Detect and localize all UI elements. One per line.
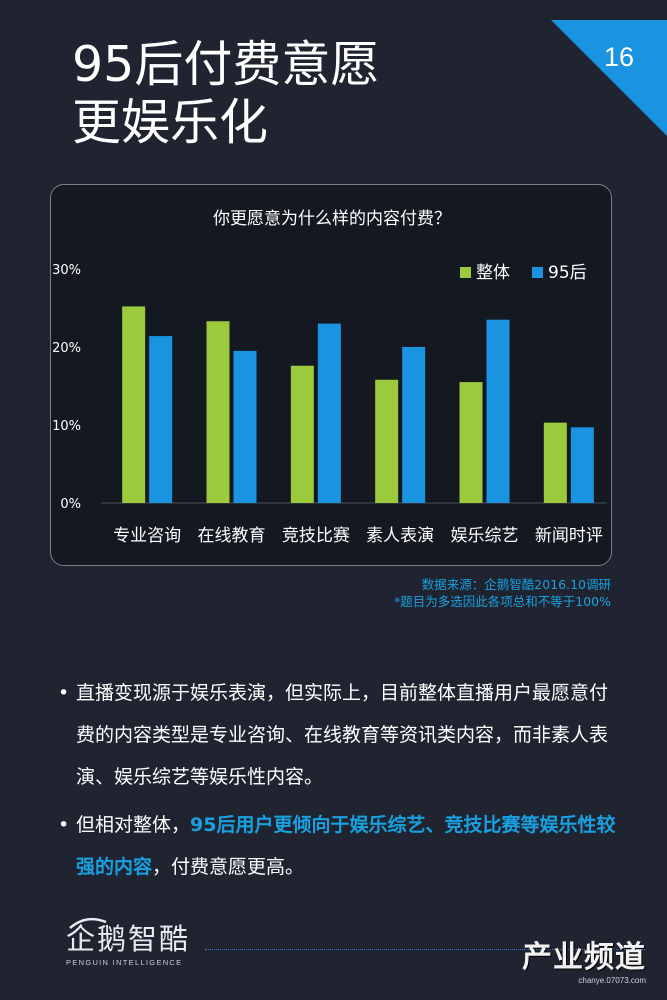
page-number: 16 <box>603 42 634 72</box>
chart-title: 你更愿意为什么样的内容付费？ <box>213 209 451 229</box>
bullet-highlight: 95后用户更倾向于娱乐综艺、竞技比赛等娱乐性较强的内容 <box>76 814 616 878</box>
bar-post95-4 <box>486 319 510 503</box>
x-tick-label: 素人表演 <box>366 526 434 546</box>
x-tick-label: 娱乐综艺 <box>451 526 519 546</box>
y-tick-label: 30% <box>52 263 81 278</box>
bar-overall-0 <box>122 306 146 503</box>
legend-label-0: 整体 <box>476 263 510 283</box>
watermark-title: 产业频道 <box>522 940 646 975</box>
bar-post95-2 <box>317 323 341 503</box>
watermark: 产业频道 chanye.07073.com <box>522 940 646 985</box>
penguin-swoosh-icon <box>69 917 107 929</box>
source-line-1: 数据来源：企鹅智酷2016.10调研 <box>421 577 611 592</box>
bar-post95-5 <box>570 427 594 503</box>
logo-subtitle: PENGUIN INTELLIGENCE <box>66 958 183 967</box>
legend-swatch-1 <box>532 267 543 278</box>
bullet-dot: • <box>58 814 70 836</box>
title-line-1: 95后付费意愿 <box>72 36 380 93</box>
corner-triangle-icon <box>551 20 667 136</box>
bullet-item-1: • 直播变现源于娱乐表演，但实际上，目前整体直播用户最愿意付费的内容类型是专业咨… <box>58 672 618 798</box>
bar-post95-0 <box>149 336 173 503</box>
watermark-url: chanye.07073.com <box>578 976 646 985</box>
bullet-suffix: ，付费意愿更高。 <box>152 856 305 878</box>
bar-overall-3 <box>375 379 399 503</box>
bar-overall-5 <box>543 422 567 503</box>
y-tick-label: 0% <box>60 497 81 512</box>
bullet-dot: • <box>58 682 70 704</box>
y-tick-label: 20% <box>52 341 81 356</box>
x-tick-label: 专业咨询 <box>113 526 181 546</box>
logo-name: 企鹅智酷 <box>66 922 191 956</box>
bar-overall-1 <box>206 321 230 503</box>
chart-panel: 你更愿意为什么样的内容付费？ 30% 20% 10% 0% 专业咨询 在线教育 竞技比赛 素人表… <box>50 184 612 566</box>
footer-divider <box>205 949 645 950</box>
bullet-item-2: • 但相对整体，95后用户更倾向于娱乐综艺、竞技比赛等娱乐性较强的内容，付费意愿… <box>58 804 618 888</box>
bar-post95-3 <box>402 347 426 503</box>
legend-swatch-0 <box>460 267 471 278</box>
brand-logo: 企鹅智酷 PENGUIN INTELLIGENCE <box>66 917 191 967</box>
legend-label-1: 95后 <box>548 263 587 283</box>
data-source-note: 数据来源：企鹅智酷2016.10调研 *题目为多选因此各项总和不等于100% <box>394 576 611 610</box>
bar-overall-2 <box>290 365 314 503</box>
bullet-prefix: 但相对整体， <box>76 814 191 836</box>
y-tick-label: 10% <box>52 419 81 434</box>
title-line-2: 更娱乐化 <box>72 94 269 151</box>
bar-chart: 你更愿意为什么样的内容付费？ 30% 20% 10% 0% 专业咨询 在线教育 竞技比赛 素人表… <box>52 209 607 546</box>
bar-post95-1 <box>233 350 257 503</box>
bar-overall-4 <box>459 382 483 503</box>
x-tick-label: 在线教育 <box>198 526 266 546</box>
source-line-2: *题目为多选因此各项总和不等于100% <box>394 594 611 609</box>
bullet-text: 直播变现源于娱乐表演，但实际上，目前整体直播用户最愿意付费的内容类型是专业咨询、… <box>76 682 609 788</box>
x-tick-label: 新闻时评 <box>535 526 603 546</box>
page-title: 95后付费意愿 更娱乐化 <box>72 36 379 152</box>
bullet-list: • 直播变现源于娱乐表演，但实际上，目前整体直播用户最愿意付费的内容类型是专业咨… <box>58 672 618 888</box>
x-tick-label: 竞技比赛 <box>282 525 350 546</box>
